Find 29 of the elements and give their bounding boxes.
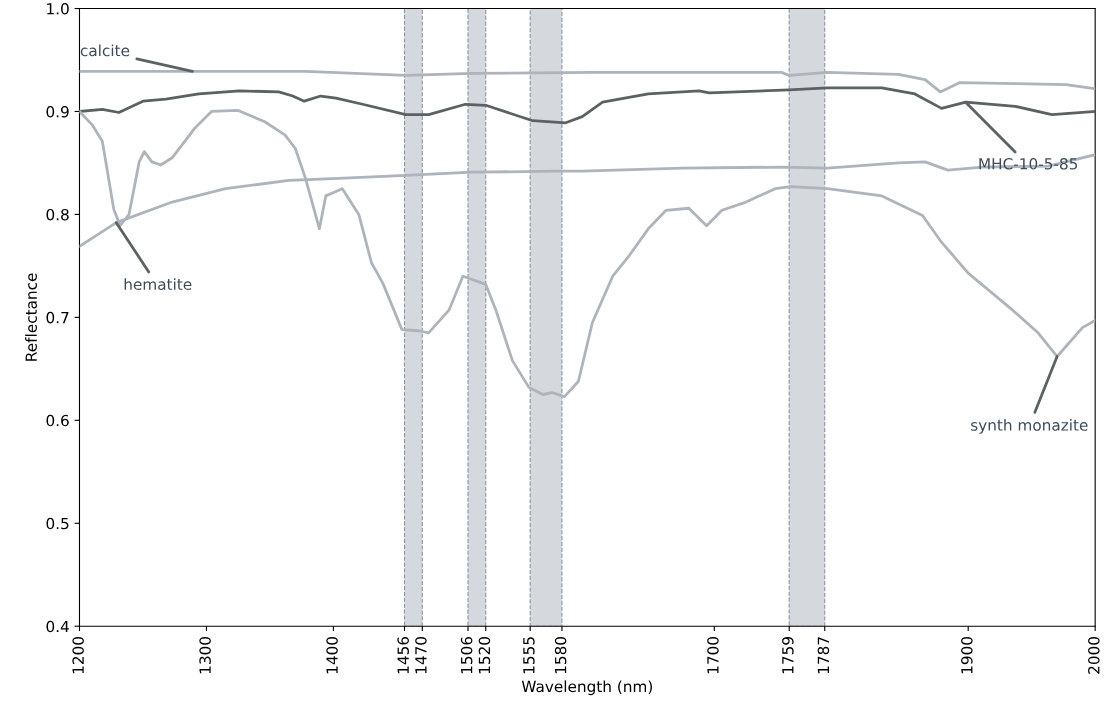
series-label: calcite (80, 44, 130, 57)
x-tick-label: 1200 (72, 636, 84, 674)
text: hematite (124, 278, 192, 291)
x-tick-label: 1520 (478, 636, 491, 674)
y-tick-label: 1.0 (47, 2, 69, 15)
y-tick-label: 0.5 (46, 517, 69, 530)
y-tick-label: 0.9 (46, 105, 69, 118)
x-tick-label: 1900 (961, 636, 973, 674)
y-axis-title: Reflectance (25, 273, 37, 361)
y-tick-label: 0.8 (46, 208, 69, 221)
text: synth monazite (971, 418, 1088, 434)
x-tick-label: 1580 (554, 636, 567, 674)
x-tick-label: 1400 (326, 636, 338, 674)
x-tick-label: 1700 (707, 636, 719, 674)
line-series (79, 109, 1096, 399)
x-tick-label: 1456 (397, 636, 409, 674)
x-tick-label: 1787 (817, 637, 830, 674)
x-tick-label: 1759 (782, 637, 794, 674)
x-tick-label: 1506 (460, 636, 473, 674)
line-series (79, 69, 1096, 94)
x-tick-label: 1555 (523, 637, 535, 674)
x-tick-label: 1300 (199, 636, 211, 674)
y-tick-label: 0.4 (46, 620, 69, 633)
y-tick-label: 0.6 (46, 414, 69, 427)
text: MHC-10-5-85 (979, 158, 1078, 170)
x-axis-title: Wavelength (nm) (521, 680, 652, 696)
x-tick-label: 2000 (1088, 636, 1100, 674)
x-tick-label: 1470 (415, 636, 427, 674)
y-tick-label: 0.7 (46, 311, 69, 324)
